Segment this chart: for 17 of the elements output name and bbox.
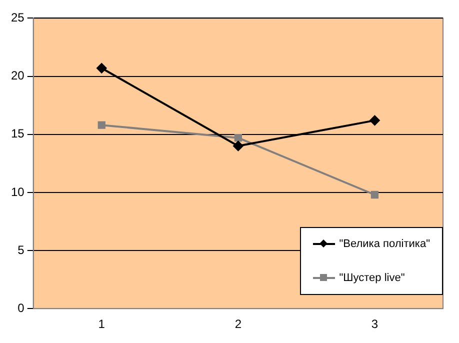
- y-tick-label: 25: [10, 10, 25, 25]
- legend-label: "Шустер live": [339, 272, 405, 284]
- x-tick-label: 3: [371, 317, 378, 332]
- point: [234, 134, 242, 142]
- point: [96, 63, 107, 74]
- x-tick-label: 1: [98, 317, 106, 332]
- y-tick-label: 5: [18, 242, 25, 257]
- x-tick-label: 2: [234, 317, 242, 332]
- y-tick-label: 15: [10, 126, 25, 141]
- point: [233, 140, 244, 151]
- y-tick-label: 0: [18, 300, 25, 315]
- point: [98, 121, 106, 129]
- y-tick-label: 20: [10, 68, 25, 83]
- point: [370, 190, 379, 199]
- legend-label: "Велика політика": [339, 238, 430, 250]
- point: [370, 115, 380, 126]
- y-tick-label: 10: [10, 184, 25, 199]
